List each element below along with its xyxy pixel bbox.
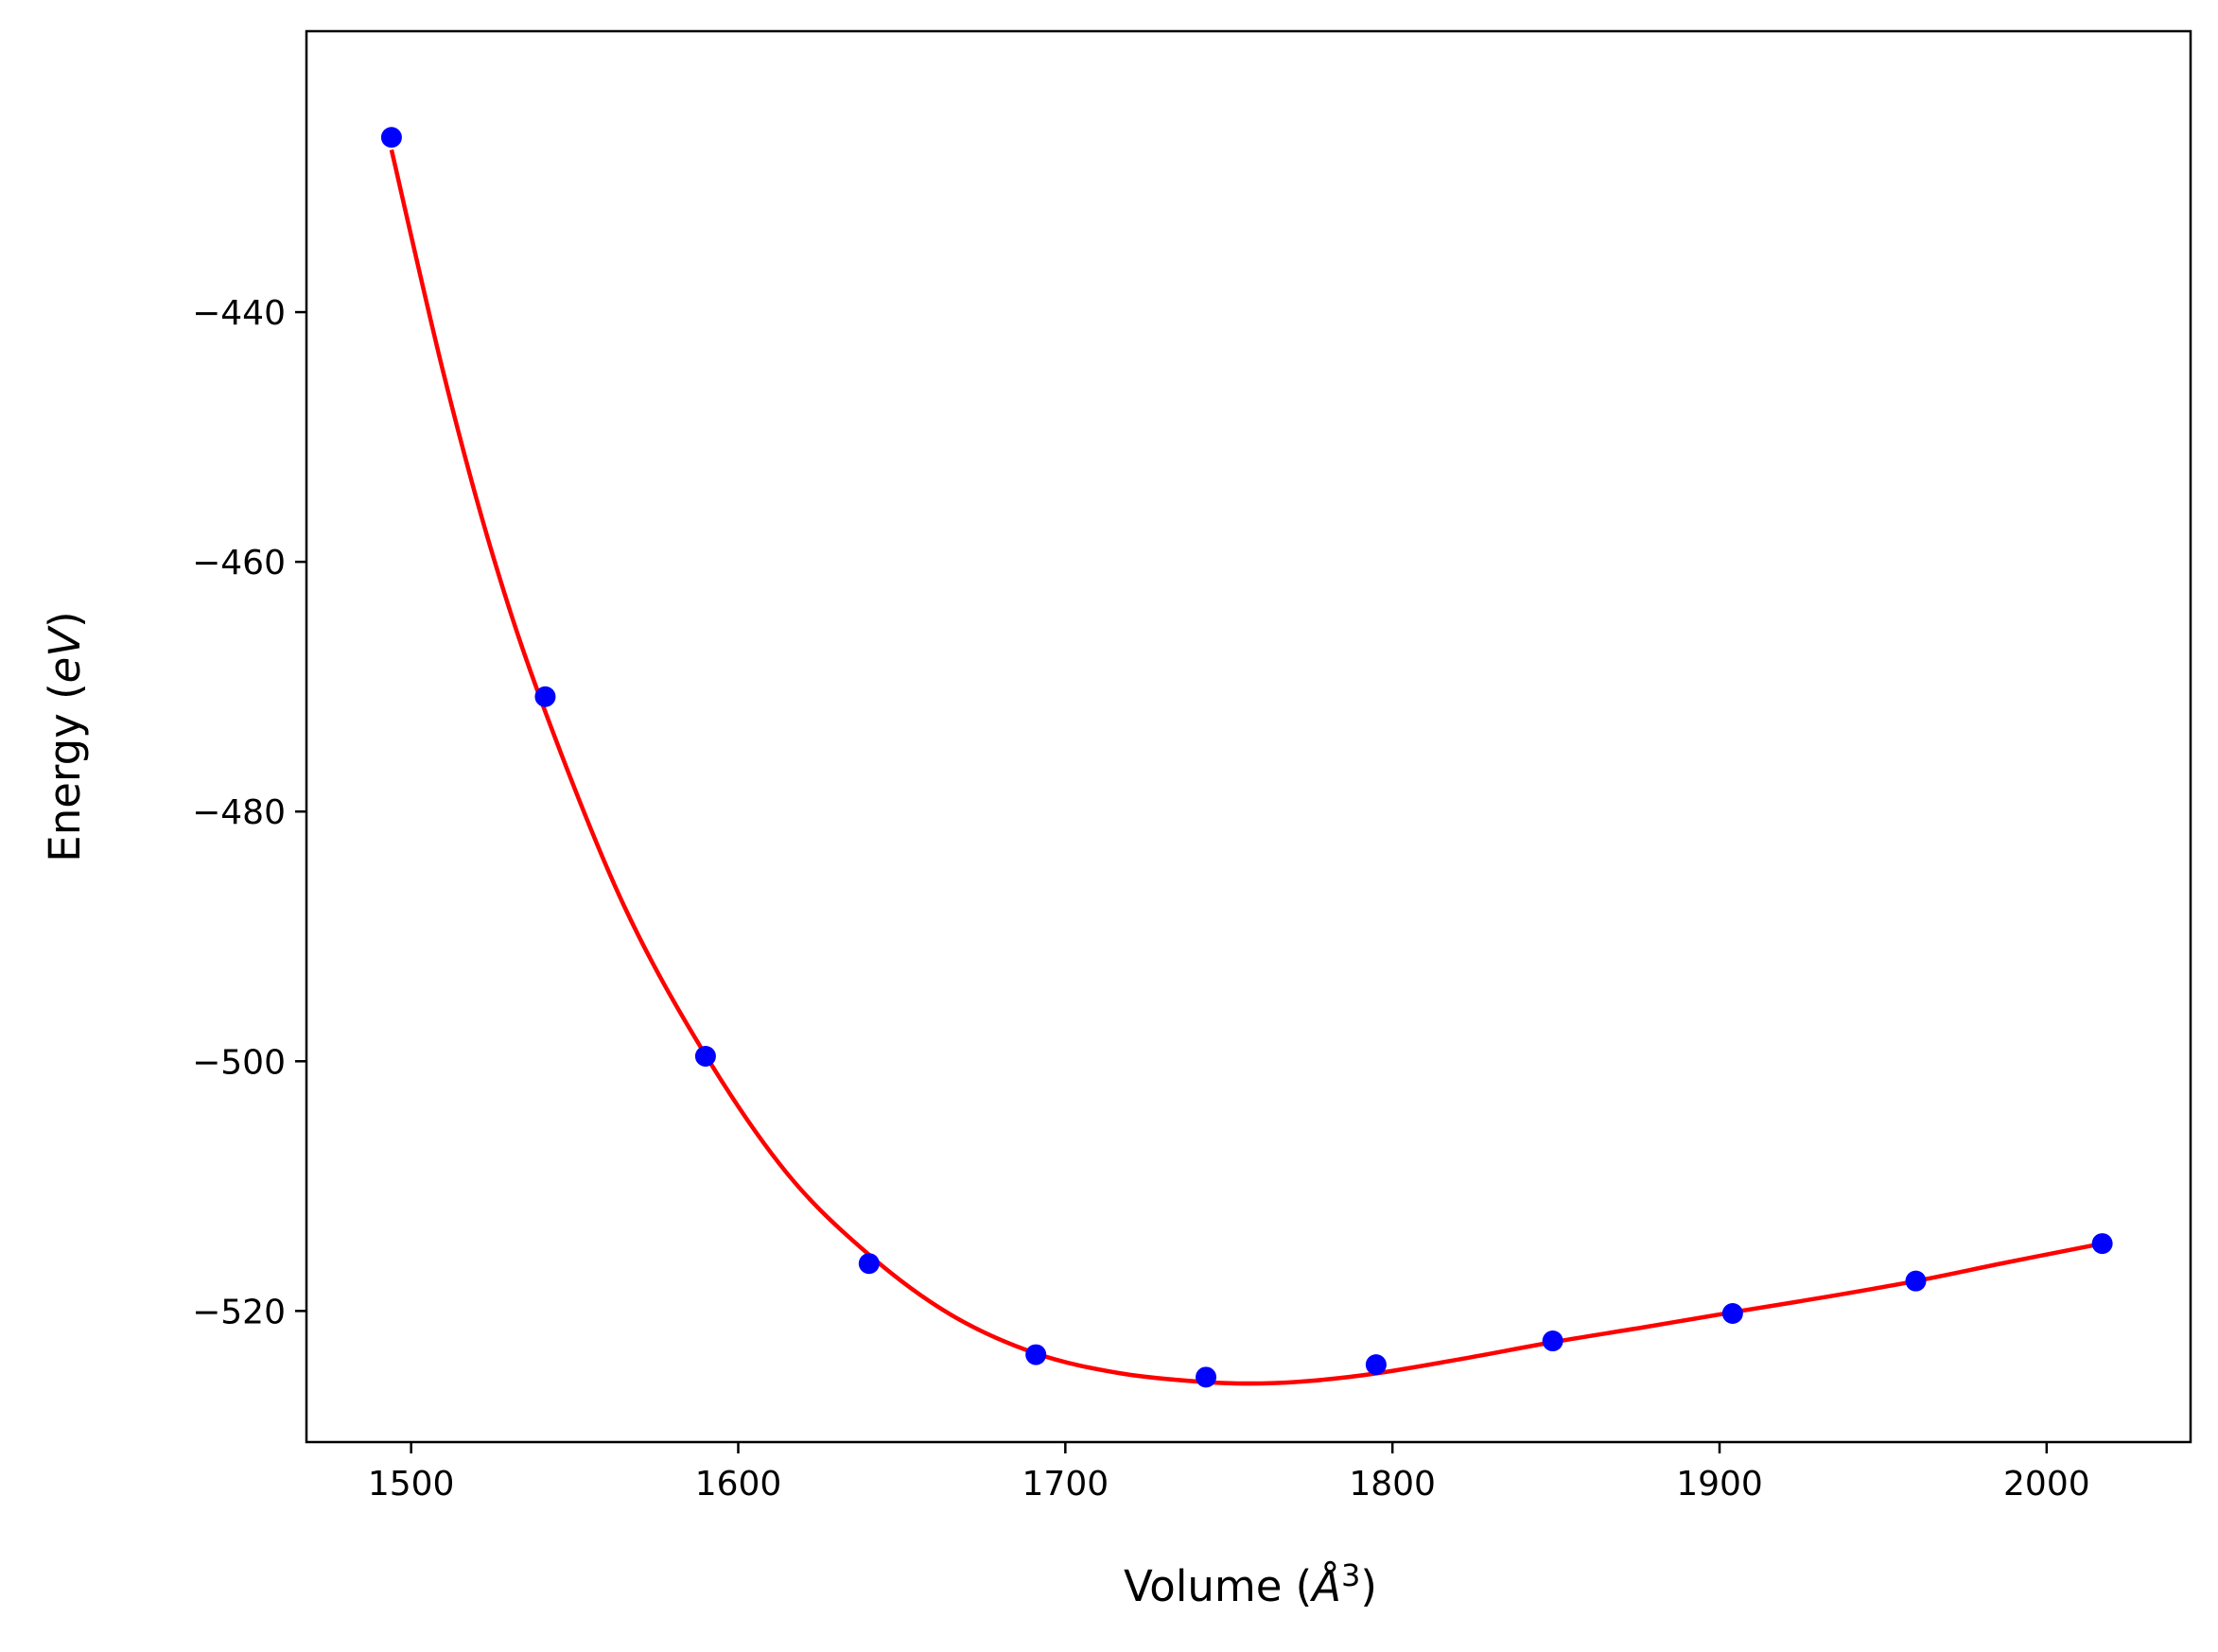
y-tick-label: −440: [192, 294, 286, 333]
y-tick-label: −480: [192, 793, 286, 832]
y-tick-label: −520: [192, 1293, 286, 1331]
x-tick-label: 1900: [1676, 1465, 1763, 1504]
x-tick-label: 1700: [1022, 1465, 1109, 1504]
x-axis-unit: Å: [1309, 1561, 1341, 1611]
data-point: [1365, 1354, 1387, 1376]
data-point: [1721, 1303, 1743, 1325]
data-point: [858, 1253, 880, 1275]
x-axis-unit-power: 3: [1341, 1557, 1360, 1593]
data-point: [534, 686, 556, 707]
x-axis-label: Volume (Å3): [1124, 1557, 1377, 1611]
y-axis-label: Energy (eV): [40, 611, 90, 861]
y-axis-unit: eV: [40, 625, 90, 684]
x-tick-label: 1600: [695, 1465, 782, 1504]
y-tick-label: −500: [192, 1043, 286, 1082]
data-point: [694, 1046, 716, 1068]
axis-ticks: 1500 1600 1700 1800 1900 2000 −440 −460 −480 −500…: [192, 294, 2090, 1504]
x-tick-label: 1500: [368, 1465, 455, 1504]
data-point: [2091, 1233, 2113, 1255]
data-point: [1905, 1270, 1927, 1292]
y-tick-label: −460: [192, 544, 286, 583]
data-point: [1196, 1366, 1217, 1388]
x-tick-label: 2000: [2003, 1465, 2090, 1504]
plot-area: [380, 127, 2113, 1388]
data-point: [1025, 1344, 1047, 1365]
plot-frame: [305, 29, 2192, 1444]
data-point: [1542, 1330, 1563, 1352]
x-tick-label: 1800: [1349, 1465, 1436, 1504]
data-point: [380, 127, 402, 148]
